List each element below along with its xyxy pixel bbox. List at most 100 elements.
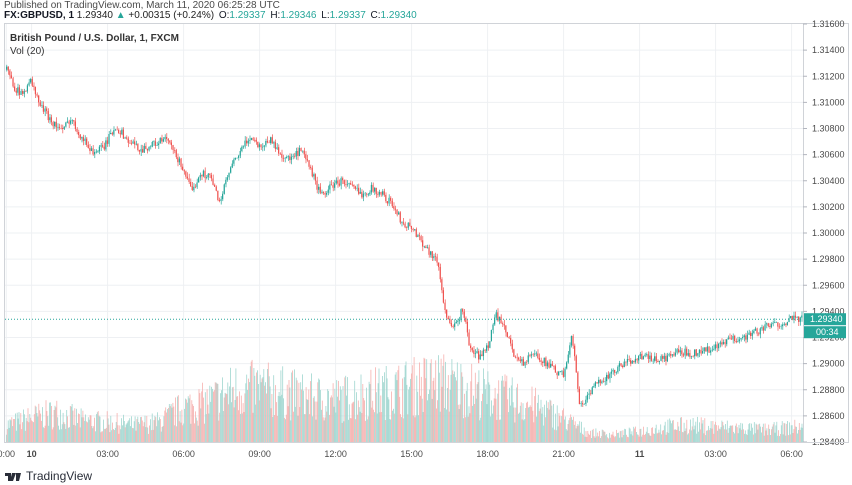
volume-bar — [95, 431, 96, 442]
candle-body — [310, 166, 312, 168]
volume-bar — [564, 416, 566, 442]
candle-body — [271, 137, 273, 144]
volume-bar — [689, 429, 690, 442]
volume-bar — [180, 422, 182, 442]
volume-bar — [679, 431, 680, 442]
volume-bar — [456, 362, 458, 442]
candle-body — [678, 349, 680, 353]
volume-bar — [426, 359, 428, 442]
candle-body — [202, 170, 204, 177]
volume-bar — [118, 433, 120, 442]
volume-bar — [96, 414, 97, 442]
volume-bar — [168, 408, 169, 442]
volume-bar — [336, 380, 338, 442]
volume-bar — [33, 414, 35, 442]
volume-bar — [394, 374, 396, 442]
volume-bar — [638, 436, 640, 442]
volume-bar — [603, 431, 605, 442]
candle-body — [602, 381, 604, 382]
volume-bar — [622, 430, 624, 442]
price-tick-label: 1.31200 — [812, 71, 845, 81]
volume-bar — [626, 434, 627, 442]
volume-bar — [528, 406, 530, 442]
candle-body — [746, 334, 748, 340]
volume-bar — [234, 400, 236, 442]
candle-body — [90, 148, 92, 151]
volume-bar — [280, 370, 282, 442]
volume-bar — [197, 425, 199, 442]
change-arrow-icon: ▲ — [115, 10, 126, 21]
candle-body — [484, 349, 486, 351]
candle-body — [318, 186, 320, 190]
candle-body — [582, 403, 584, 405]
candle-body — [657, 361, 659, 362]
volume-bar — [83, 417, 85, 442]
volume-bar — [740, 422, 742, 442]
volume-bar — [383, 382, 384, 442]
volume-bar — [360, 374, 362, 442]
volume-bar — [152, 429, 154, 442]
volume-bar — [124, 427, 126, 442]
volume-bar — [568, 420, 570, 442]
candle-body — [338, 183, 340, 186]
volume-bar — [428, 394, 429, 442]
volume-bar — [714, 424, 716, 442]
volume-bar — [519, 412, 520, 442]
candle-body — [540, 360, 542, 362]
volume-bar — [660, 424, 662, 442]
candle-body — [471, 348, 473, 351]
candle-body — [644, 354, 646, 357]
candle-body — [186, 176, 188, 179]
volume-bar — [202, 382, 203, 442]
volume-bar — [715, 421, 716, 442]
volume-bar — [645, 433, 646, 442]
candle-body — [332, 185, 334, 188]
volume-bar — [111, 430, 113, 442]
volume-bar — [437, 400, 438, 442]
volume-bar — [527, 401, 528, 442]
volume-bar — [283, 398, 284, 442]
volume-bar — [492, 413, 493, 442]
volume-indicator-label[interactable]: Vol (20) — [10, 46, 45, 57]
price-chart[interactable]: 1.31600 1.31400 1.31200 1.31000 1.30800 1.306… — [0, 0, 852, 467]
time-axis[interactable]: 0:00 10 03:00 06:00 09:00 12:00 15:00 18:00 21:0… — [0, 442, 848, 460]
volume-bar — [708, 430, 710, 442]
series-title[interactable]: British Pound / U.S. Dollar, 1, FXCM — [10, 33, 179, 44]
volume-bar — [352, 402, 354, 442]
volume-bar — [643, 426, 644, 442]
volume-bar — [9, 419, 11, 442]
candle-body — [742, 337, 744, 338]
volume-bar — [123, 414, 124, 442]
candle-body — [775, 322, 777, 323]
volume-bar — [792, 433, 794, 442]
candle-body — [407, 222, 409, 228]
volume-bar — [18, 412, 20, 442]
volume-bar — [582, 433, 583, 442]
volume-bar — [735, 425, 736, 442]
volume-bar — [91, 426, 93, 442]
volume-bar — [369, 384, 371, 442]
volume-bar — [436, 408, 437, 442]
volume-bar — [712, 421, 714, 442]
volume-bar — [125, 424, 127, 442]
volume-bar — [15, 430, 17, 442]
volume-bar — [377, 383, 379, 442]
volume-bar — [213, 391, 214, 442]
candle-body — [642, 356, 644, 360]
candle-body — [274, 142, 276, 149]
volume-bar — [78, 414, 80, 442]
volume-bar — [319, 379, 320, 442]
candle-body — [650, 355, 652, 361]
candle-body — [748, 332, 750, 335]
volume-bar — [595, 428, 597, 442]
volume-bar — [567, 424, 569, 442]
price-axis[interactable]: 1.31600 1.31400 1.31200 1.31000 1.30800 1.306… — [803, 19, 845, 447]
volume-bar — [786, 423, 788, 442]
volume-bar — [326, 411, 328, 442]
volume-bar — [579, 421, 581, 442]
volume-bar — [703, 433, 705, 442]
volume-bar — [54, 405, 56, 442]
volume-bar — [400, 414, 401, 442]
symbol-name[interactable]: FX:GBPUSD, 1 — [4, 10, 75, 21]
volume-bar — [435, 360, 437, 442]
